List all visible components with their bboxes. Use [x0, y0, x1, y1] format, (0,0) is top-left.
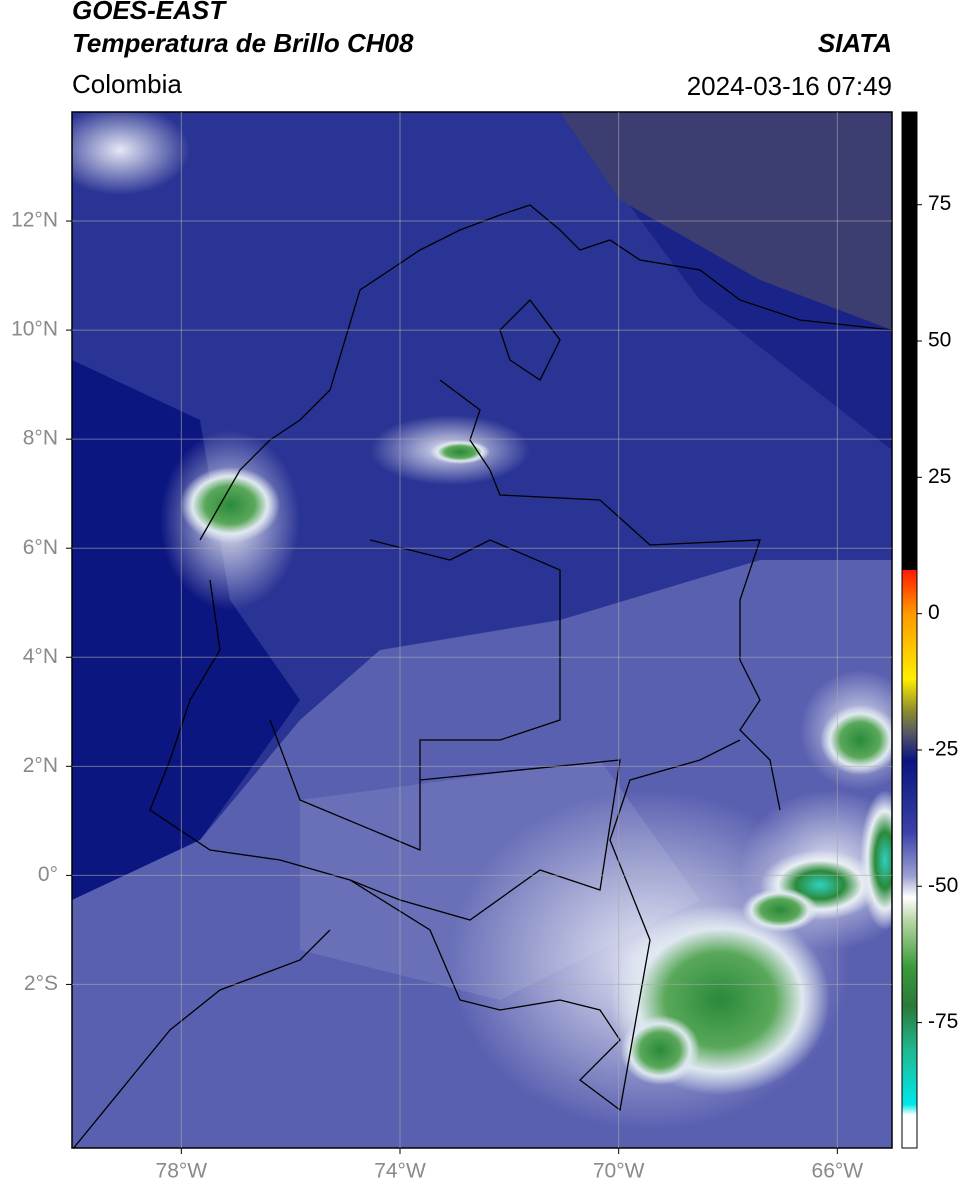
title-line2: Temperatura de Brillo CH08 [72, 28, 414, 58]
x-tick-label: 78°W [156, 1160, 208, 1183]
colorbar-tick-label: -25 [928, 738, 958, 761]
timestamp: 2024-03-16 07:49 [687, 71, 892, 101]
y-tick-label: 2°N [23, 754, 58, 777]
source: SIATA [818, 28, 892, 58]
colorbar-tick-label: 0 [928, 601, 940, 624]
colorbar-tick-label: -75 [928, 1010, 958, 1033]
colorbar-tick-label: 25 [928, 465, 951, 488]
y-tick-label: 12°N [11, 209, 58, 232]
y-tick-label: 8°N [23, 427, 58, 450]
colorbar-tick-label: -50 [928, 874, 958, 897]
y-tick-label: 10°N [11, 318, 58, 341]
y-tick-label: 6°N [23, 536, 58, 559]
y-tick-label: 4°N [23, 645, 58, 668]
satellite-image [72, 112, 892, 1148]
colorbar-tick-label: 50 [928, 329, 951, 352]
y-tick-label: 2°S [24, 972, 58, 995]
region: Colombia [72, 69, 182, 99]
map-frame [71, 111, 893, 1149]
colorbar [901, 111, 918, 1149]
x-tick-label: 70°W [593, 1160, 645, 1183]
colorbar-tick-label: 75 [928, 192, 951, 215]
title-line1: GOES-EAST [72, 0, 227, 25]
y-tick-label: 0° [38, 863, 58, 886]
x-tick-label: 66°W [812, 1160, 864, 1183]
x-tick-label: 74°W [374, 1160, 426, 1183]
